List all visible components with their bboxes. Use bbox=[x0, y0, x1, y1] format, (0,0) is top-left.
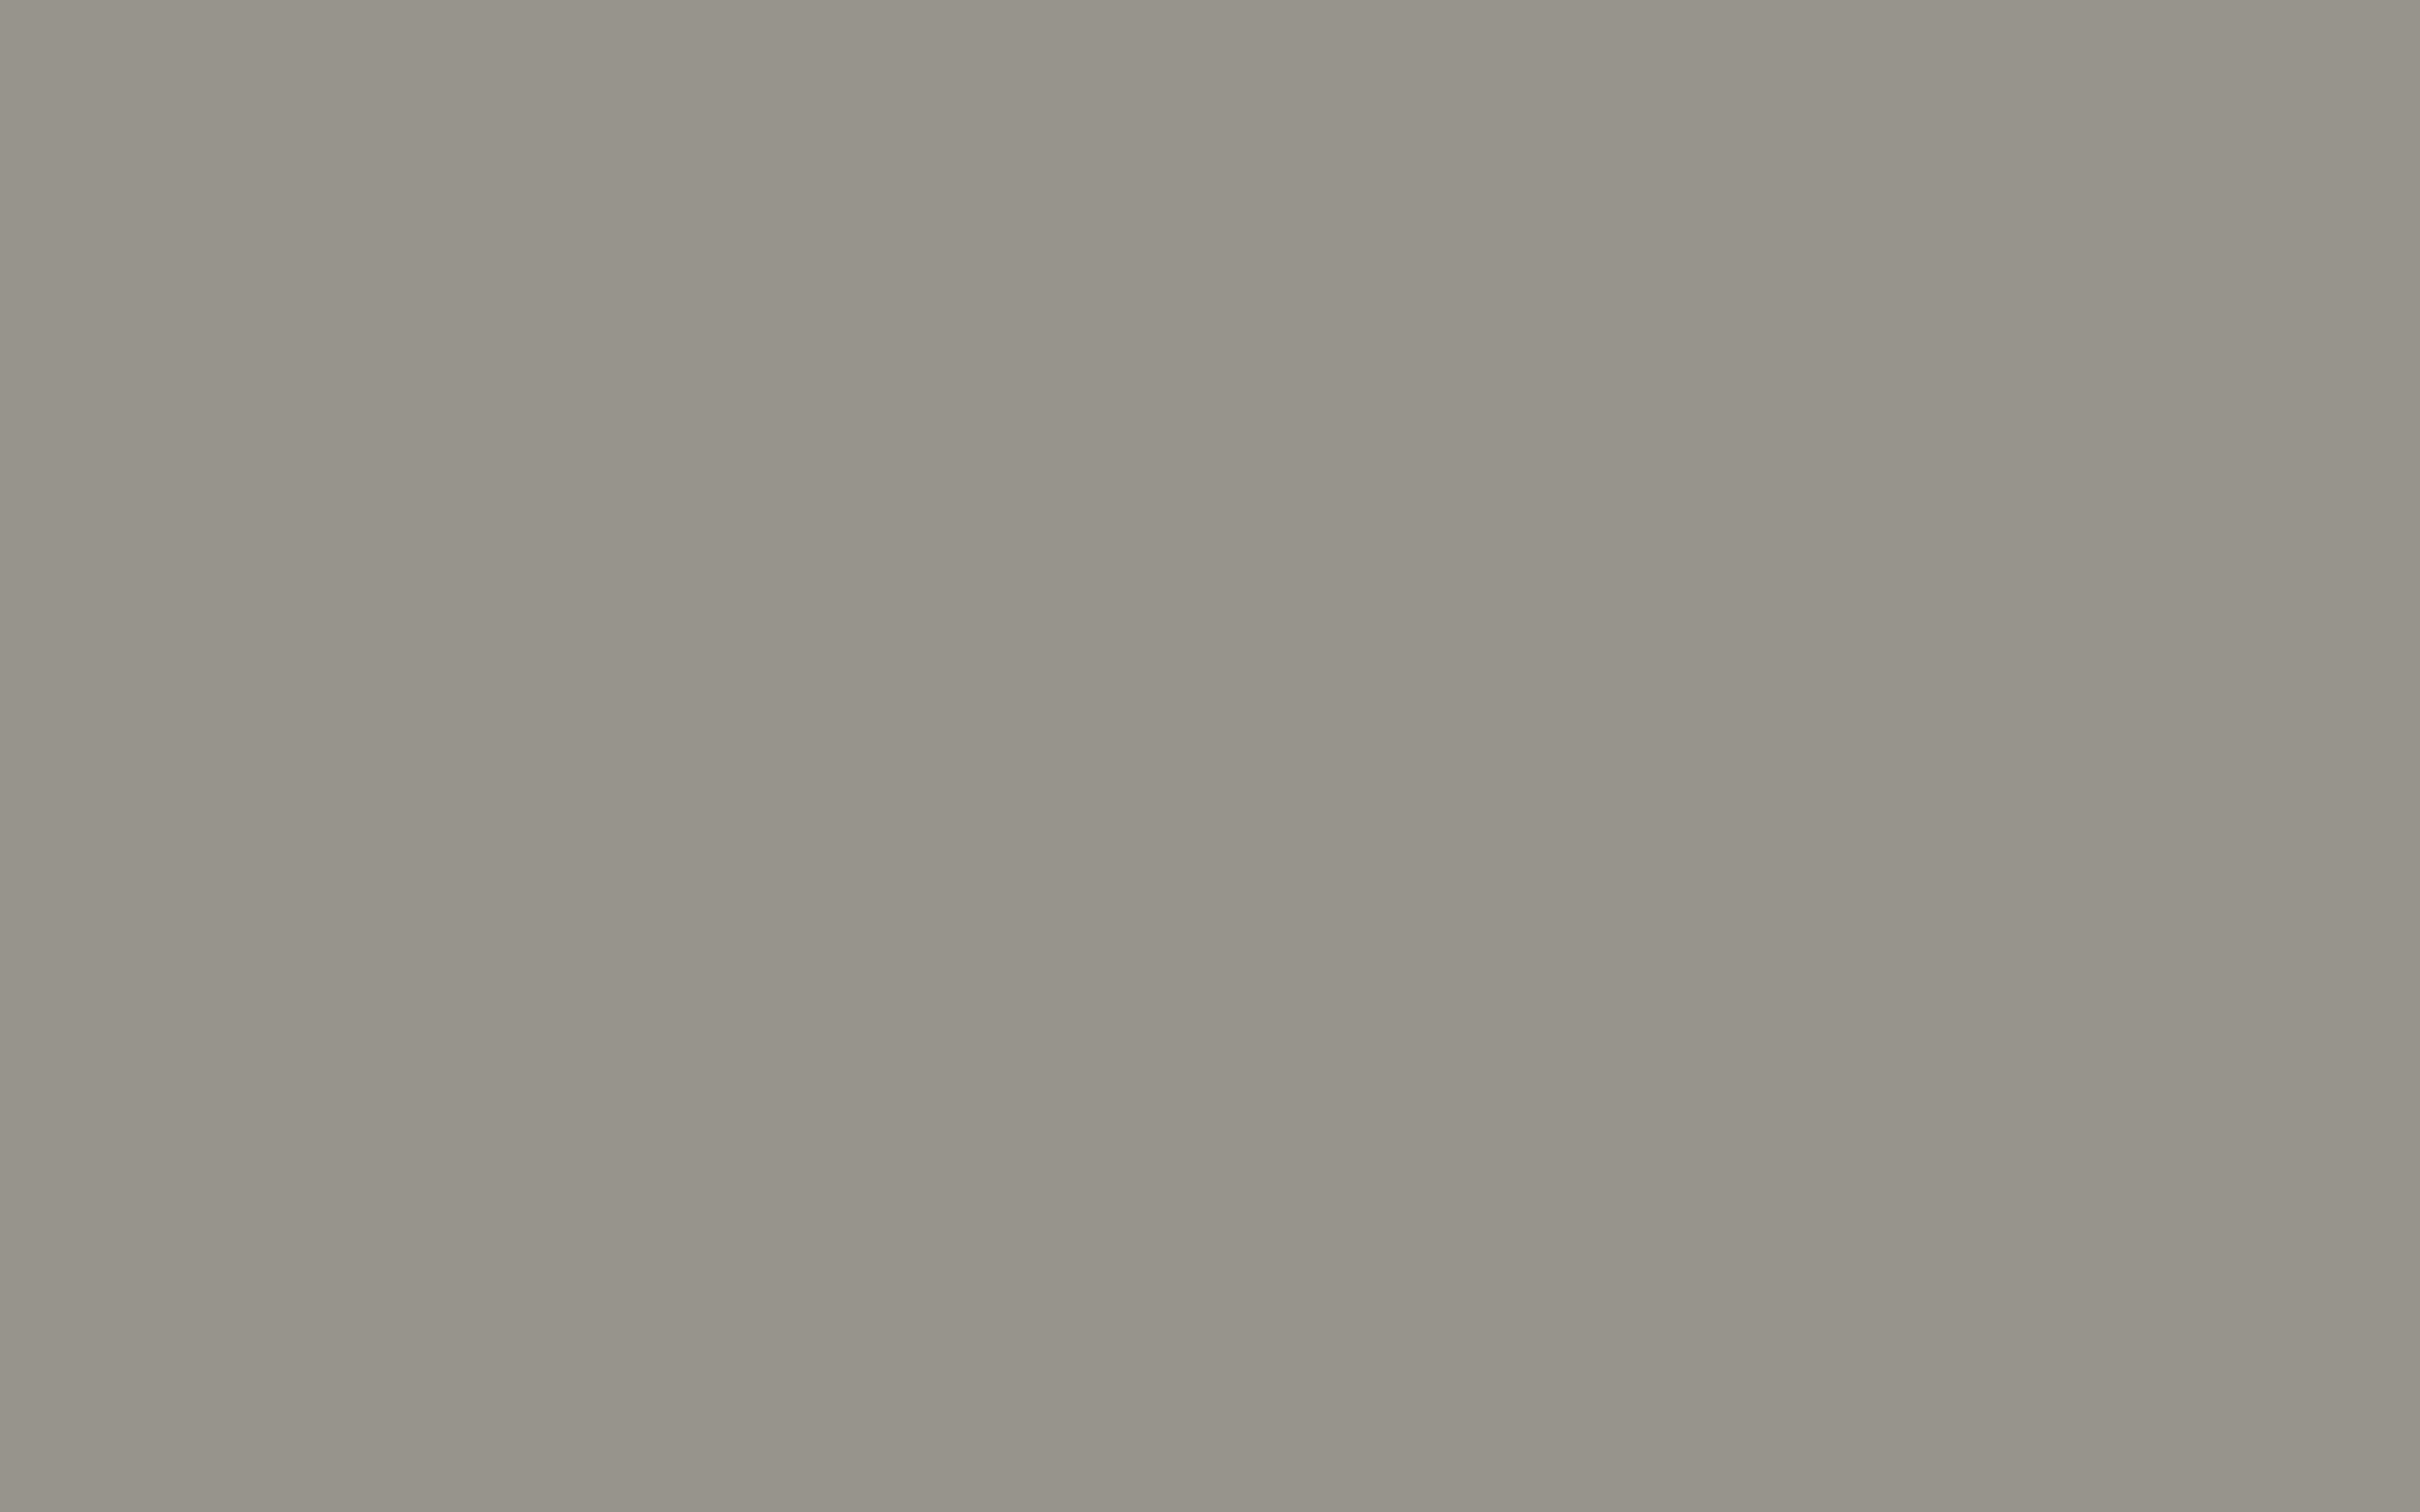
mirrored-workspace-grid bbox=[0, 0, 2420, 1512]
